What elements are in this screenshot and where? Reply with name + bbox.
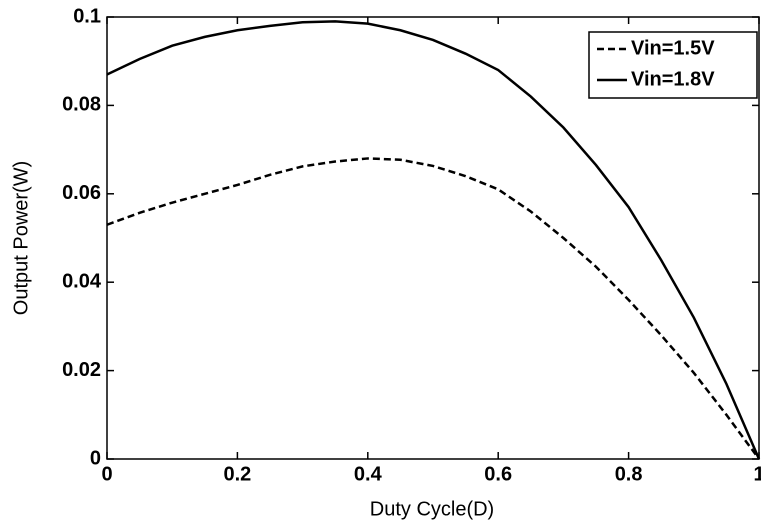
legend-label: Vin=1.5V: [631, 37, 715, 59]
x-tick-label: 0: [101, 463, 112, 485]
x-tick-label: 0.8: [615, 463, 643, 485]
y-tick-label: 0.1: [73, 5, 101, 27]
series-line: [106, 20, 761, 460]
legend-label: Vin=1.8V: [631, 68, 715, 90]
x-tick-label: 1: [753, 463, 761, 485]
y-tick-label: 0: [90, 447, 101, 469]
plot-frame: [106, 16, 760, 460]
x-tick-label: 0.4: [354, 463, 383, 485]
x-axis-label: Duty Cycle(D): [370, 498, 494, 520]
y-tick-label: 0.02: [62, 359, 101, 381]
legend: Vin=1.5V Vin=1.8V: [588, 31, 758, 99]
y-tick-label: 0.08: [62, 94, 101, 116]
legend-box: [588, 31, 758, 99]
y-tick-label: 0.04: [62, 270, 102, 292]
x-tick-label: 0.6: [484, 463, 512, 485]
y-tick-label: 0.06: [62, 182, 101, 204]
series-line: [106, 157, 761, 460]
x-tick-label: 0.2: [223, 463, 251, 485]
y-axis-label: Output Power(W): [10, 161, 32, 315]
